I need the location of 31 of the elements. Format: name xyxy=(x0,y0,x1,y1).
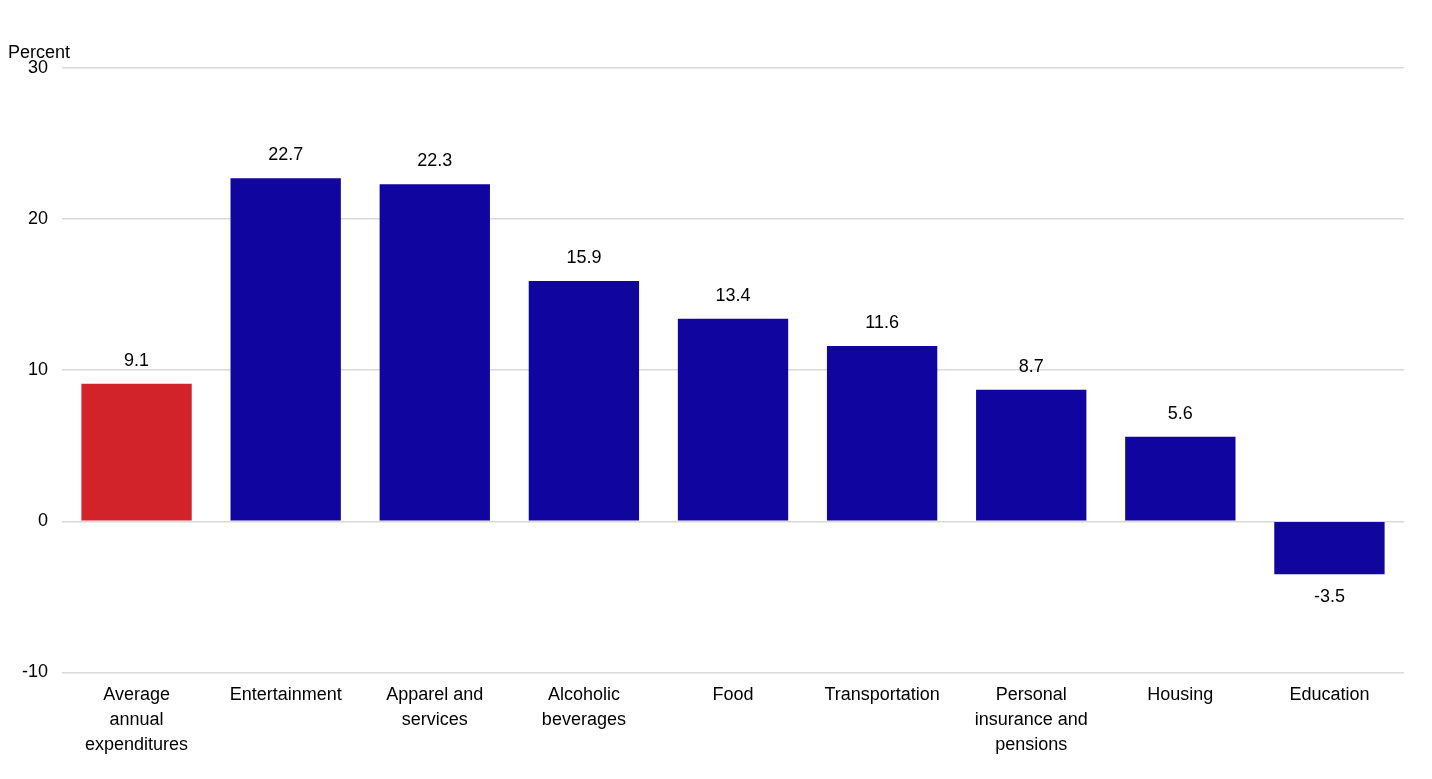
data-label: 11.6 xyxy=(865,311,899,332)
x-tick-label: Entertainment xyxy=(229,683,342,704)
data-label: 8.7 xyxy=(1018,355,1044,376)
bar xyxy=(677,318,789,521)
data-label: 5.6 xyxy=(1167,402,1193,423)
x-tick-label: Transportation xyxy=(824,683,940,704)
data-label: 9.1 xyxy=(124,349,150,370)
bar xyxy=(976,389,1087,521)
x-tick-label: Alcoholic beverages xyxy=(541,683,626,730)
bar xyxy=(81,383,192,521)
x-tick-label: Education xyxy=(1289,683,1370,704)
data-label: 22.7 xyxy=(268,144,304,165)
x-tick-label: Food xyxy=(712,683,754,704)
x-tick-label: Housing xyxy=(1147,683,1214,704)
x-tick-label: Personal insurance and pensions xyxy=(974,683,1088,755)
data-label: 13.4 xyxy=(715,284,751,305)
bar xyxy=(379,184,490,521)
data-label: 15.9 xyxy=(566,247,602,268)
bar xyxy=(1274,522,1385,575)
bar xyxy=(528,281,640,521)
data-label: -3.5 xyxy=(1313,586,1345,607)
y-tick-label: 10 xyxy=(27,359,49,380)
y-tick-label: 20 xyxy=(27,208,49,229)
bar xyxy=(826,346,938,521)
y-tick-label: 0 xyxy=(38,510,49,531)
x-tick-label: Average annual expenditures xyxy=(85,683,189,755)
bar xyxy=(1125,436,1236,521)
data-label: 22.3 xyxy=(417,150,453,171)
x-tick-label: Apparel and services xyxy=(386,683,484,730)
bar xyxy=(230,178,341,521)
y-tick-label: -10 xyxy=(22,661,49,682)
